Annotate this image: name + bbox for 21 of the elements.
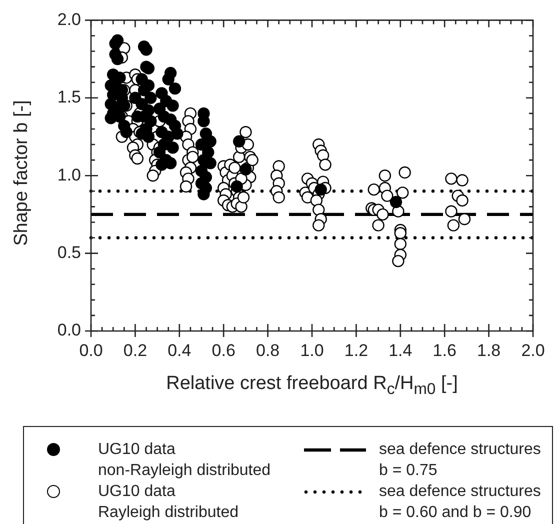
legend-label: UG10 data non-Rayleigh distributed bbox=[98, 440, 271, 481]
x-axis-title: Relative crest freeboard R$_{c}$/H$_{m0}$ [-] bbox=[165, 373, 459, 399]
x-tick-label: 0.0 bbox=[79, 340, 103, 360]
x-tick-label: 0.2 bbox=[123, 340, 148, 360]
y-axis-title: Shape factor b [-] bbox=[11, 100, 33, 246]
y-tick-label: 1.5 bbox=[57, 88, 81, 107]
y-tick-label: 2.0 bbox=[57, 10, 81, 29]
x-tick-label: 2.0 bbox=[521, 340, 545, 360]
x-tick-label: 1.6 bbox=[432, 340, 456, 360]
y-tick-label: 0.0 bbox=[57, 320, 81, 340]
y-tick-label: 1.0 bbox=[57, 165, 81, 184]
x-tick-label: 1.8 bbox=[476, 340, 501, 360]
x-tick-label: 1.0 bbox=[300, 340, 324, 360]
x-tick-label: 0.4 bbox=[168, 340, 192, 360]
x-tick-label: 1.4 bbox=[388, 340, 412, 360]
y-tick-label: 0.5 bbox=[57, 242, 81, 262]
legend-label: sea defence structures b = 0.60 and b = 0.90 bbox=[379, 482, 541, 523]
x-tick-label: 1.2 bbox=[344, 340, 368, 360]
x-tick-label: 0.8 bbox=[256, 340, 280, 360]
x-tick-label: 0.6 bbox=[212, 340, 236, 360]
legend-label: UG10 data Rayleigh distributed bbox=[98, 482, 239, 523]
